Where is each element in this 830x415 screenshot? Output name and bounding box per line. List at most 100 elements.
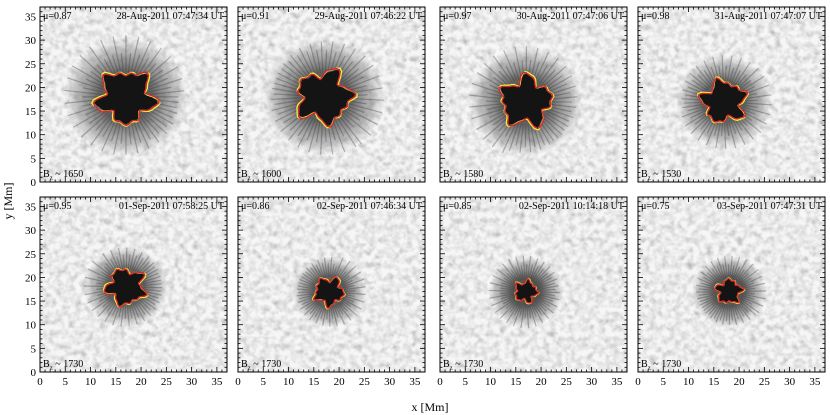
- penumbral-fibril: [519, 123, 524, 153]
- penumbral-fibril: [528, 302, 537, 327]
- penumbral-fibril: [336, 116, 357, 148]
- penumbral-fibril: [87, 268, 111, 280]
- penumbral-fibril: [109, 249, 120, 271]
- penumbral-fibril: [296, 292, 315, 297]
- umbra: [715, 278, 744, 303]
- mu-label: μ=0.85: [443, 201, 472, 212]
- penumbral-fibril: [120, 304, 125, 327]
- penumbral-fibril: [347, 87, 383, 94]
- penumbral-fibril: [546, 110, 570, 122]
- panel-5: 0 5 10 15 20 25 30 35 0 5 10 15 20 25 30 35 μ=0.95 01-Sep…: [25, 196, 228, 388]
- penumbral-fibril: [501, 282, 515, 289]
- penumbral-fibril: [300, 298, 318, 310]
- penumbral-fibril: [99, 294, 111, 302]
- date-label: 29-Aug-2011 07:46:22 UT: [315, 11, 422, 22]
- penumbral-fibril: [526, 256, 532, 280]
- penumbral-fibril: [537, 295, 554, 302]
- penumbral-fibril: [341, 279, 353, 286]
- x-tick-label: 0: [635, 376, 641, 388]
- penumbral-fibril: [127, 254, 131, 270]
- y-tick-label: 25: [25, 59, 37, 71]
- panel-image: [238, 197, 425, 372]
- penumbral-fibril: [720, 121, 724, 137]
- penumbral-fibril: [739, 268, 759, 285]
- penumbral-fibril: [515, 256, 524, 281]
- penumbral-fibril: [733, 303, 745, 324]
- penumbral-fibril: [529, 302, 537, 318]
- x-tick-label: 10: [283, 376, 295, 388]
- penumbral-fibril: [703, 298, 719, 312]
- penumbral-fibril: [741, 292, 755, 295]
- penumbral-fibril: [85, 78, 105, 88]
- penumbral-fibril: [498, 70, 512, 86]
- penumbral-fibril: [340, 55, 366, 81]
- penumbral-fibril: [724, 121, 727, 150]
- penumbral-fibril: [345, 104, 365, 114]
- penumbral-fibril: [499, 291, 514, 295]
- penumbral-fibril: [721, 55, 724, 83]
- penumbral-fibril: [725, 304, 729, 322]
- penumbral-fibril: [469, 103, 504, 108]
- penumbral-fibril: [112, 36, 122, 74]
- panel-frame: [39, 6, 228, 183]
- date-label: 02-Sep-2011 10:14:18 UT: [519, 201, 624, 212]
- penumbral-fibril: [89, 110, 107, 124]
- penumbral-fibril: [503, 49, 518, 82]
- date-label: 02-Sep-2011 07:46:34 UT: [317, 201, 422, 212]
- penumbral-fibril: [501, 121, 518, 154]
- penumbral-fibril: [529, 258, 539, 281]
- umbra-contour: [713, 277, 745, 304]
- penumbral-fibril: [726, 55, 733, 83]
- penumbral-fibril: [320, 41, 324, 74]
- y-tick-label: 30: [25, 225, 37, 237]
- panel-image: [440, 197, 627, 372]
- penumbral-fibril: [128, 304, 133, 319]
- panel-7: 0 5 10 15 20 25 30 35 μ=0.85 02-Sep-2011 10:14:18…: [437, 196, 628, 388]
- penumbral-fibril: [139, 115, 160, 143]
- panel-1: 0 5 10 15 20 25 30 35 μ=0.87 28-Aug-2011 07:47:34…: [25, 6, 228, 189]
- umbra-contour: [312, 275, 346, 309]
- penumbral-fibril: [343, 109, 361, 121]
- y-tick-label: 20: [25, 82, 37, 94]
- penumbral-fibril: [331, 263, 335, 278]
- penumbral-fibril: [130, 120, 139, 154]
- penumbral-fibril: [342, 296, 354, 303]
- x-tick-label: 15: [510, 376, 522, 388]
- penumbral-fibril: [729, 255, 733, 279]
- x-tick-label: 20: [334, 376, 346, 388]
- date-label: 01-Sep-2011 07:58:25 UT: [119, 201, 224, 212]
- penumbral-fibril: [499, 299, 519, 319]
- penumbral-fibril: [341, 111, 372, 136]
- penumbral-fibril: [136, 256, 150, 274]
- bz-label: Bz ~ 1730: [241, 359, 281, 372]
- penumbral-fibril: [542, 116, 563, 135]
- penumbral-fibril: [713, 302, 724, 319]
- panel-image: [638, 197, 825, 372]
- x-tick-label: 25: [561, 376, 573, 388]
- y-tick-label: 30: [25, 35, 37, 47]
- penumbral-fibril: [344, 76, 364, 87]
- penumbral-fibril: [132, 302, 140, 318]
- penumbral-fibril: [496, 268, 517, 285]
- penumbral-fibril: [113, 120, 122, 155]
- penumbral-fibril: [537, 292, 555, 297]
- panel-4: μ=0.98 31-Aug-2011 07:47:07 UT Bz ~ 1530: [637, 6, 826, 183]
- penumbral-fibril: [501, 263, 519, 283]
- penumbral-fibril: [308, 119, 319, 153]
- penumbral-fibril: [696, 284, 717, 290]
- penumbral-fibril: [147, 106, 173, 119]
- penumbral-fibril: [471, 107, 505, 120]
- penumbral-fibril: [540, 117, 559, 139]
- penumbral-fibril: [309, 302, 321, 315]
- y-tick-label: 0: [31, 367, 37, 379]
- penumbral-fibril: [147, 77, 169, 88]
- penumbral-fibril: [546, 108, 574, 119]
- umbra-contour: [514, 278, 540, 304]
- umbra-contour: [92, 71, 160, 127]
- x-tick-label: 15: [308, 376, 320, 388]
- x-tick-label: 35: [409, 376, 421, 388]
- x-tick-label: 15: [708, 376, 720, 388]
- penumbral-fibril: [330, 305, 334, 320]
- penumbral-fibril: [542, 65, 567, 88]
- penumbral-fibril: [743, 104, 758, 109]
